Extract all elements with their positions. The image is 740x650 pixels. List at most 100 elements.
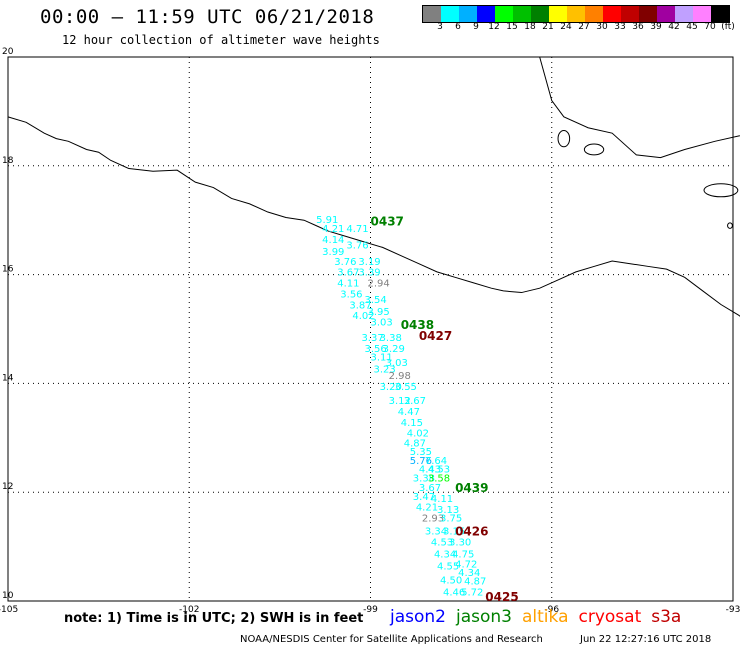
wave-height-value: 4.53: [431, 538, 453, 549]
wave-height-value: 4.46: [443, 588, 465, 599]
colorbar-label: 36: [632, 22, 644, 32]
wave-height-value: 3.15: [443, 527, 465, 538]
pass-time-label: 0438: [401, 318, 434, 332]
pass-time-label: 0425: [485, 590, 518, 604]
wave-height-value: 3.19: [358, 257, 380, 268]
wave-height-value: 4.43: [419, 465, 441, 476]
lake-outline: [557, 129, 571, 148]
wave-height-value: 3.34: [425, 527, 447, 538]
wave-height-value: 3.87: [349, 300, 371, 311]
colorbar-swatch: [603, 6, 621, 22]
lon-tick-label: -105: [0, 605, 18, 615]
colorbar-label: 45: [686, 22, 698, 32]
colorbar-label: 21: [542, 22, 554, 32]
colorbar-label: (ft): [721, 22, 735, 32]
wave-height-value: 3.67: [337, 268, 359, 279]
wave-height-value: 4.34: [434, 549, 456, 560]
lat-tick-label: 12: [2, 482, 13, 492]
timestamp-text: Jun 22 12:27:16 UTC 2018: [580, 634, 712, 645]
colorbar-label: 3: [437, 22, 443, 32]
wave-height-value: 3.11: [371, 353, 393, 364]
wave-height-value: 3.75: [440, 514, 462, 525]
lat-tick-label: 14: [2, 373, 14, 383]
wave-height-value: 4.71: [346, 224, 368, 235]
colorbar-label: 33: [614, 22, 626, 32]
map-title: 00:00 – 11:59 UTC 06/21/2018: [40, 6, 375, 28]
colorbar-swatch: [711, 6, 729, 22]
wave-height-value: 3.29: [383, 344, 405, 355]
colorbar-swatch: [585, 6, 603, 22]
colorbar-swatch: [693, 6, 711, 22]
colorbar-label: 15: [506, 22, 518, 32]
wave-height-value: 4.72: [455, 559, 477, 570]
map-frame: [7, 56, 734, 602]
wave-height-value: 3.13: [437, 505, 459, 516]
wave-height-value: 3.03: [371, 318, 393, 329]
pass-time-label: 0426: [455, 525, 488, 539]
lat-tick-label: 16: [2, 265, 14, 275]
lon-tick-label: -99: [363, 605, 378, 615]
wave-height-value: 3.03: [386, 358, 408, 369]
wave-height-value: 4.21: [416, 503, 438, 514]
colorbar-label: 24: [560, 22, 572, 32]
lon-tick-label: -102: [179, 605, 199, 615]
wave-height-value: 4.47: [398, 407, 420, 418]
wave-height-value: 4.02: [352, 311, 374, 322]
wave-height-value: 3.67: [419, 483, 441, 494]
footer-note: note: 1) Time is in UTC; 2) SWH is in fe…: [64, 611, 364, 626]
colorbar-swatch: [639, 6, 657, 22]
wave-height-value: 4.34: [458, 568, 480, 579]
satellite-legend-item: cryosat: [578, 607, 642, 627]
wave-height-value: 2.94: [367, 279, 389, 290]
credit-text: NOAA/NESDIS Center for Satellite Applica…: [240, 634, 543, 645]
wave-height-value: 4.87: [404, 439, 426, 450]
colorbar: [422, 5, 730, 23]
pass-time-label: 0427: [419, 329, 452, 343]
wave-height-value: 4.53: [428, 465, 450, 476]
wave-height-value: 3.47: [413, 492, 435, 503]
wave-height-value: 3.76: [346, 240, 368, 251]
wave-height-value: 4.55: [437, 561, 459, 572]
wave-height-value: 4.11: [431, 494, 453, 505]
satellite-legend: jason2 jason3 altika cryosat s3a: [390, 607, 691, 627]
wave-height-value: 4.87: [464, 577, 486, 588]
wave-height-value: 3.99: [322, 247, 344, 258]
wave-height-value: 5.72: [461, 588, 483, 599]
lake-outline: [727, 222, 733, 229]
satellite-legend-item: jason3: [456, 607, 512, 627]
wave-height-value: 5.76: [410, 456, 432, 467]
gulf-coastline: [539, 56, 740, 159]
wave-height-value: 3.54: [364, 295, 386, 306]
lake-outline: [583, 143, 605, 156]
colorbar-swatch: [441, 6, 459, 22]
wave-height-value: 3.56: [364, 344, 386, 355]
wave-height-value: 3.95: [367, 307, 389, 318]
satellite-legend-item: s3a: [651, 607, 682, 627]
colorbar-label: 9: [473, 22, 479, 32]
colorbar-label: 70: [704, 22, 716, 32]
lat-tick-label: 18: [2, 156, 14, 166]
wave-height-value: 3.67: [404, 396, 426, 407]
wave-height-value: 4.15: [401, 418, 423, 429]
wave-height-value: 4.02: [407, 429, 429, 440]
pass-time-label: 0437: [371, 215, 404, 229]
colorbar-swatch: [423, 6, 441, 22]
wave-height-value: 4.14: [322, 235, 344, 246]
colorbar-label: 39: [650, 22, 662, 32]
wave-height-value: 3.39: [358, 268, 380, 279]
wave-height-value: 3.76: [334, 257, 356, 268]
colorbar-swatch: [675, 6, 693, 22]
wave-height-value: 3.55: [395, 382, 417, 393]
colorbar-swatch: [531, 6, 549, 22]
wave-height-value: 3.20: [380, 382, 402, 393]
wave-height-value: 2.98: [389, 371, 411, 382]
map-subtitle: 12 hour collection of altimeter wave hei…: [62, 33, 380, 47]
coastline: [7, 116, 740, 317]
lat-tick-label: 20: [2, 47, 14, 57]
colorbar-label: 6: [455, 22, 461, 32]
colorbar-swatch: [657, 6, 675, 22]
wave-height-value: 2.93: [422, 514, 444, 525]
wave-height-value: 3.38: [380, 333, 402, 344]
wave-height-value: 3.58: [428, 473, 450, 484]
